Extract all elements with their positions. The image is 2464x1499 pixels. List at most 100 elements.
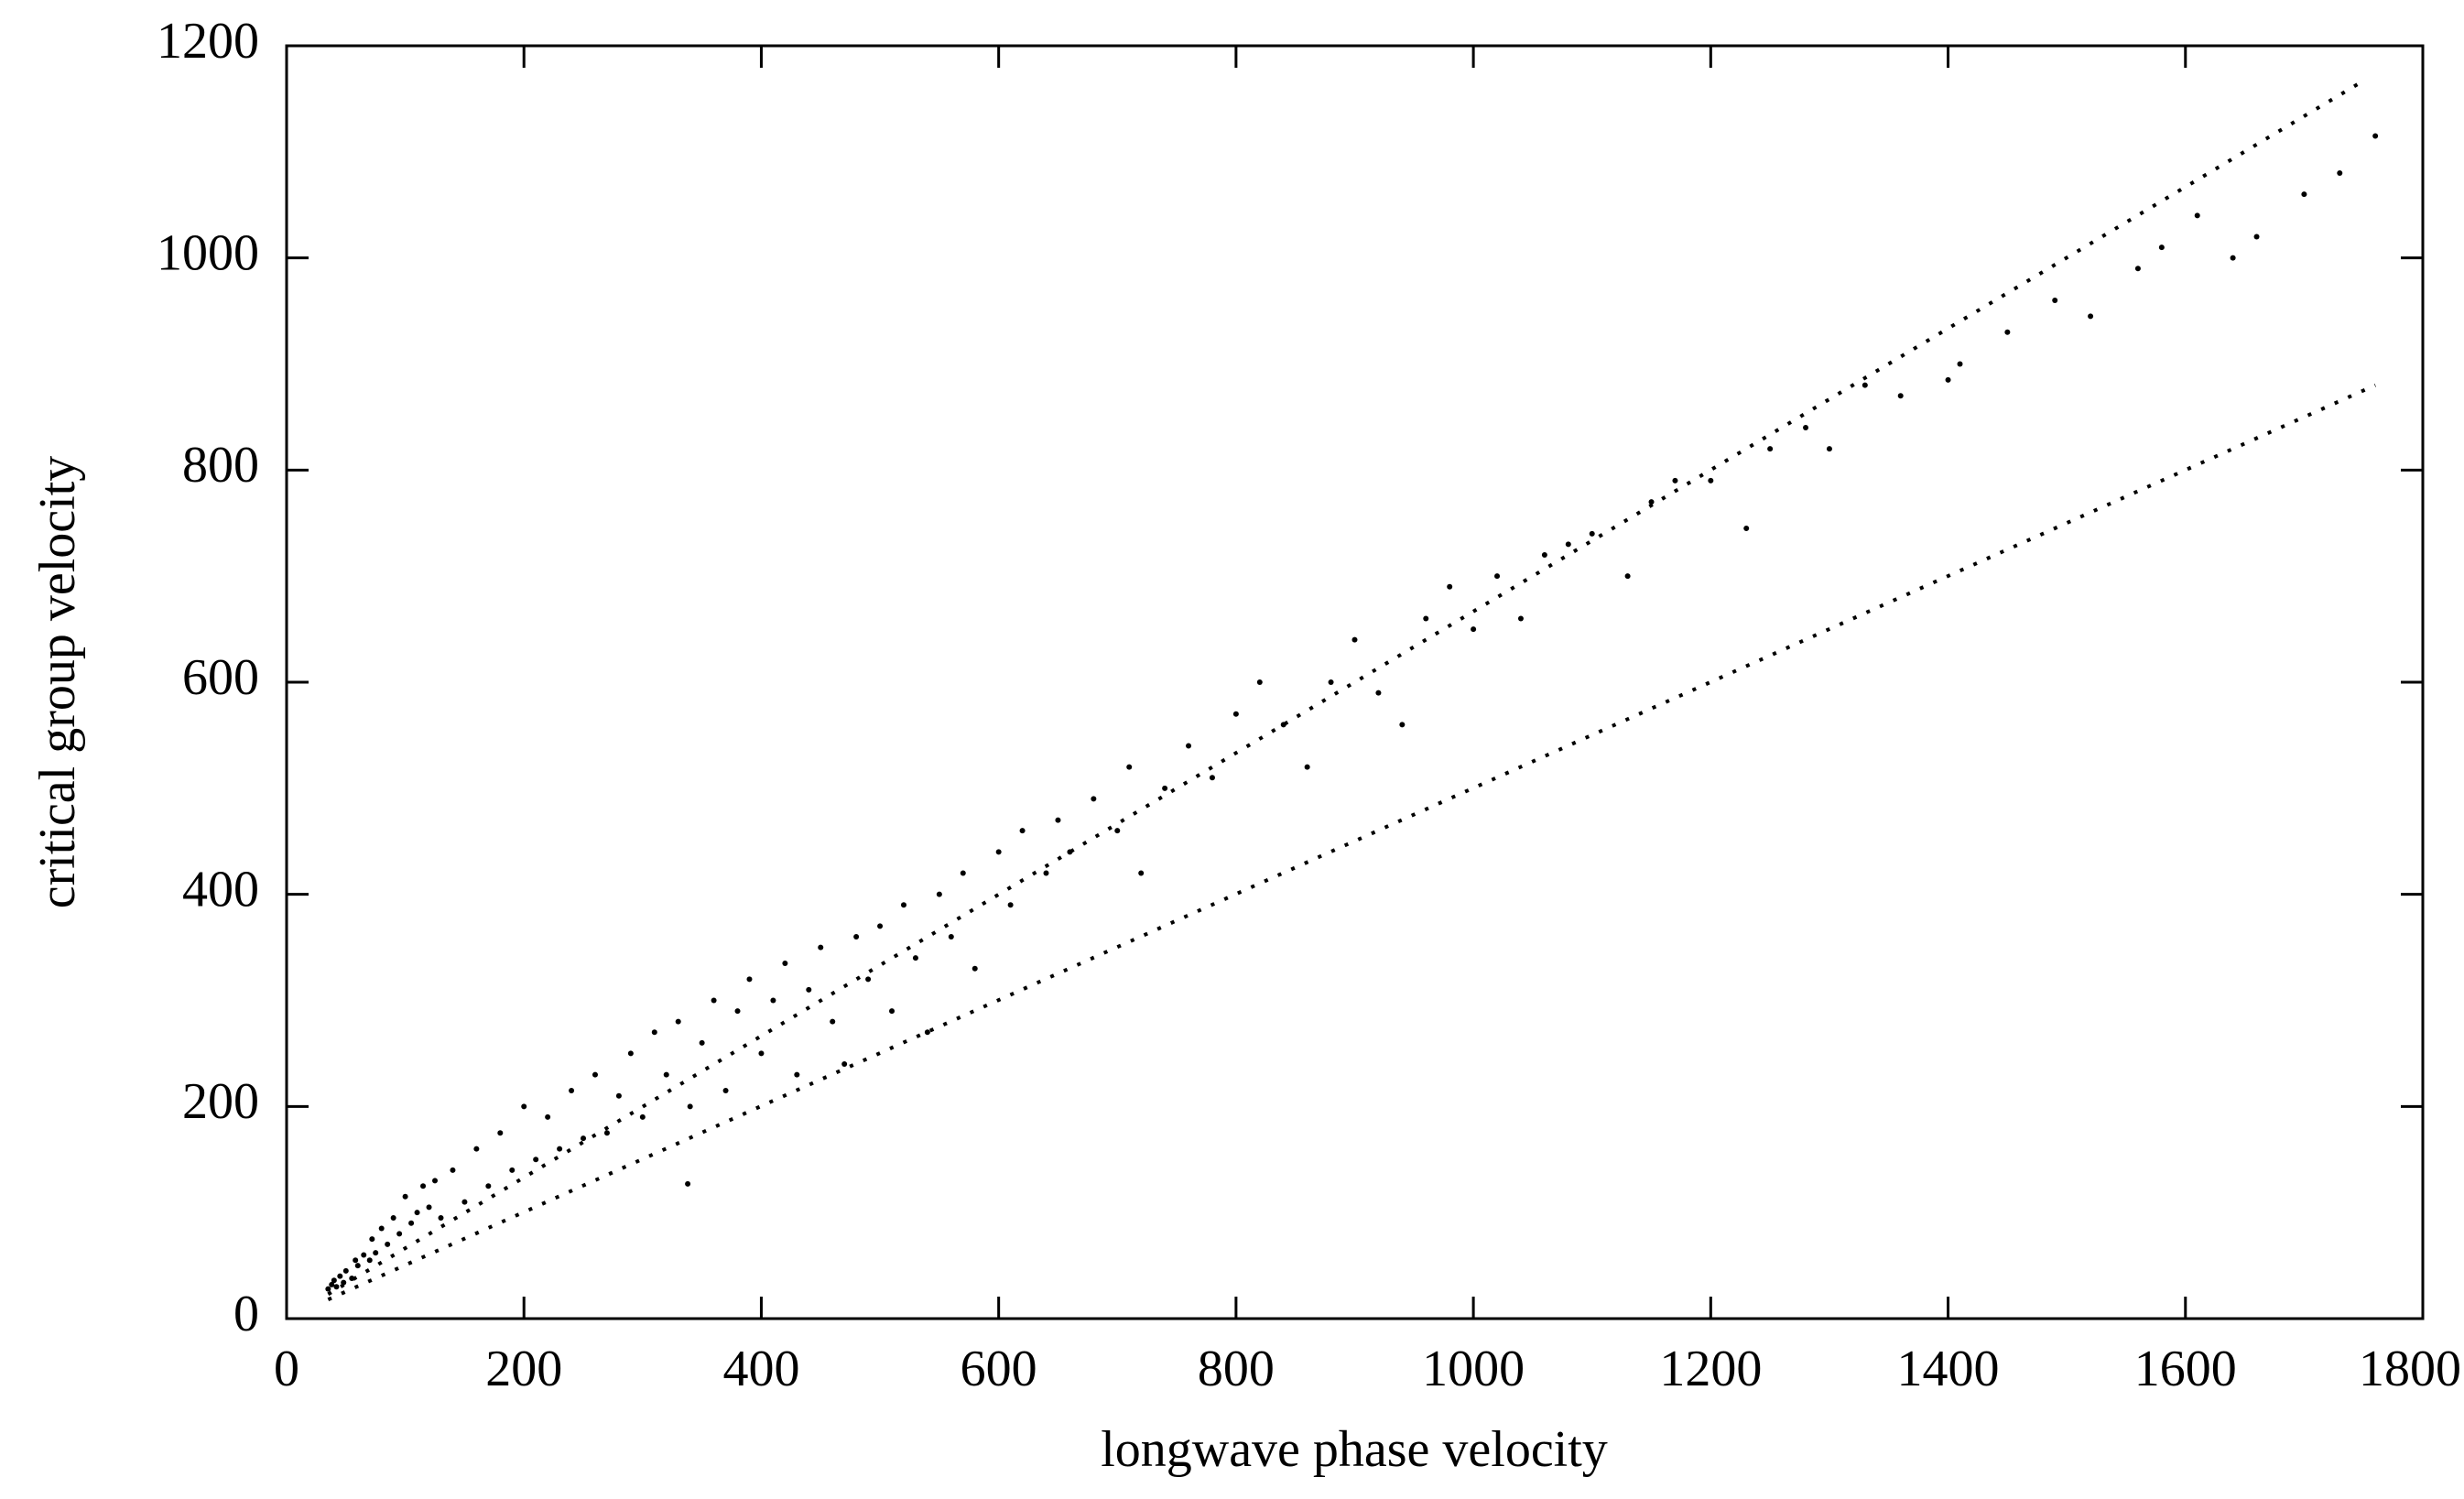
- data-point: [794, 1071, 800, 1078]
- data-point: [1589, 530, 1595, 537]
- data-point: [971, 965, 978, 972]
- data-point: [1494, 573, 1501, 580]
- data-point: [685, 1180, 691, 1187]
- data-point: [438, 1214, 444, 1221]
- data-point: [402, 1193, 408, 1200]
- y-tick-label: 1200: [157, 13, 259, 70]
- data-point: [900, 902, 906, 908]
- x-tick-label: 600: [961, 1341, 1037, 1397]
- data-point: [353, 1257, 359, 1264]
- data-point: [509, 1167, 516, 1173]
- data-point: [1055, 817, 1061, 823]
- data-point: [853, 934, 860, 940]
- data-point: [960, 870, 966, 876]
- data-point: [1019, 828, 1026, 834]
- data-point: [1162, 785, 1168, 791]
- data-point: [592, 1071, 598, 1078]
- data-point: [1375, 690, 1382, 696]
- dotted-line: [327, 383, 2376, 1301]
- data-point: [1423, 615, 1429, 622]
- x-tick-label: 1000: [1422, 1341, 1525, 1397]
- data-point: [1897, 393, 1904, 399]
- data-point: [2253, 234, 2260, 240]
- data-point: [373, 1250, 379, 1256]
- data-point: [1624, 573, 1631, 580]
- data-point: [361, 1252, 367, 1258]
- data-point: [2301, 191, 2307, 198]
- data-point: [936, 891, 942, 897]
- data-point: [473, 1146, 480, 1152]
- data-point: [1541, 552, 1547, 558]
- data-point: [581, 1135, 587, 1142]
- data-point: [1232, 711, 1239, 717]
- data-point: [2004, 329, 2011, 335]
- y-tick-label: 400: [182, 862, 259, 918]
- data-point: [1517, 615, 1524, 622]
- y-tick-label: 200: [182, 1073, 259, 1130]
- data-point: [408, 1220, 415, 1226]
- x-tick-label: 1600: [2134, 1341, 2237, 1397]
- data-point: [770, 997, 776, 1004]
- y-tick-label: 800: [182, 437, 259, 494]
- data-point: [1672, 477, 1678, 483]
- data-point: [521, 1103, 527, 1110]
- data-point: [1351, 636, 1358, 643]
- data-point: [2088, 313, 2094, 320]
- data-point: [533, 1157, 539, 1163]
- x-tick-label: 800: [1198, 1341, 1275, 1397]
- data-point: [995, 849, 1002, 855]
- data-point: [420, 1183, 427, 1189]
- data-point: [1471, 626, 1477, 633]
- data-point: [1186, 743, 1192, 749]
- data-point: [2372, 133, 2379, 139]
- data-point: [758, 1050, 765, 1057]
- data-point: [342, 1267, 349, 1274]
- y-tick-label: 600: [182, 649, 259, 706]
- data-point: [841, 1061, 848, 1067]
- data-point: [2230, 255, 2236, 261]
- data-point: [366, 1257, 373, 1264]
- data-point: [1304, 764, 1310, 770]
- data-point: [1447, 583, 1453, 590]
- y-tick-label: 1000: [157, 225, 259, 282]
- data-point: [333, 1284, 340, 1290]
- data-point: [426, 1204, 432, 1211]
- data-point: [2158, 244, 2165, 251]
- data-point: [325, 1286, 331, 1292]
- data-point: [1767, 446, 1774, 452]
- data-point: [722, 1087, 729, 1093]
- data-point: [354, 1263, 361, 1269]
- data-point: [1209, 775, 1215, 781]
- data-point: [1826, 446, 1832, 452]
- data-point: [378, 1225, 385, 1232]
- data-point: [627, 1050, 634, 1057]
- data-point: [1091, 796, 1097, 802]
- data-point: [1743, 526, 1750, 532]
- x-tick-label: 1400: [1897, 1341, 2000, 1397]
- data-point: [1007, 902, 1014, 908]
- data-point: [699, 1039, 705, 1046]
- data-point: [1862, 382, 1868, 388]
- data-point: [1138, 870, 1145, 876]
- data-point: [639, 1113, 646, 1120]
- data-point: [889, 1008, 896, 1015]
- data-point: [830, 1018, 836, 1025]
- data-point: [1945, 376, 1951, 383]
- data-point: [331, 1277, 337, 1284]
- data-point: [1648, 499, 1655, 505]
- data-point: [734, 1008, 741, 1015]
- x-tick-label: 200: [485, 1341, 562, 1397]
- data-point: [651, 1029, 657, 1036]
- data-point: [615, 1092, 622, 1099]
- data-point: [349, 1275, 355, 1281]
- data-point: [2337, 170, 2343, 176]
- data-point: [432, 1178, 439, 1184]
- data-point: [1708, 477, 1714, 483]
- data-point: [1803, 425, 1809, 430]
- data-point: [390, 1214, 396, 1221]
- data-point: [497, 1130, 504, 1136]
- data-point: [396, 1231, 403, 1237]
- data-point: [1957, 361, 1963, 367]
- x-axis-label: longwave phase velocity: [1101, 1421, 1608, 1478]
- data-point: [485, 1183, 492, 1189]
